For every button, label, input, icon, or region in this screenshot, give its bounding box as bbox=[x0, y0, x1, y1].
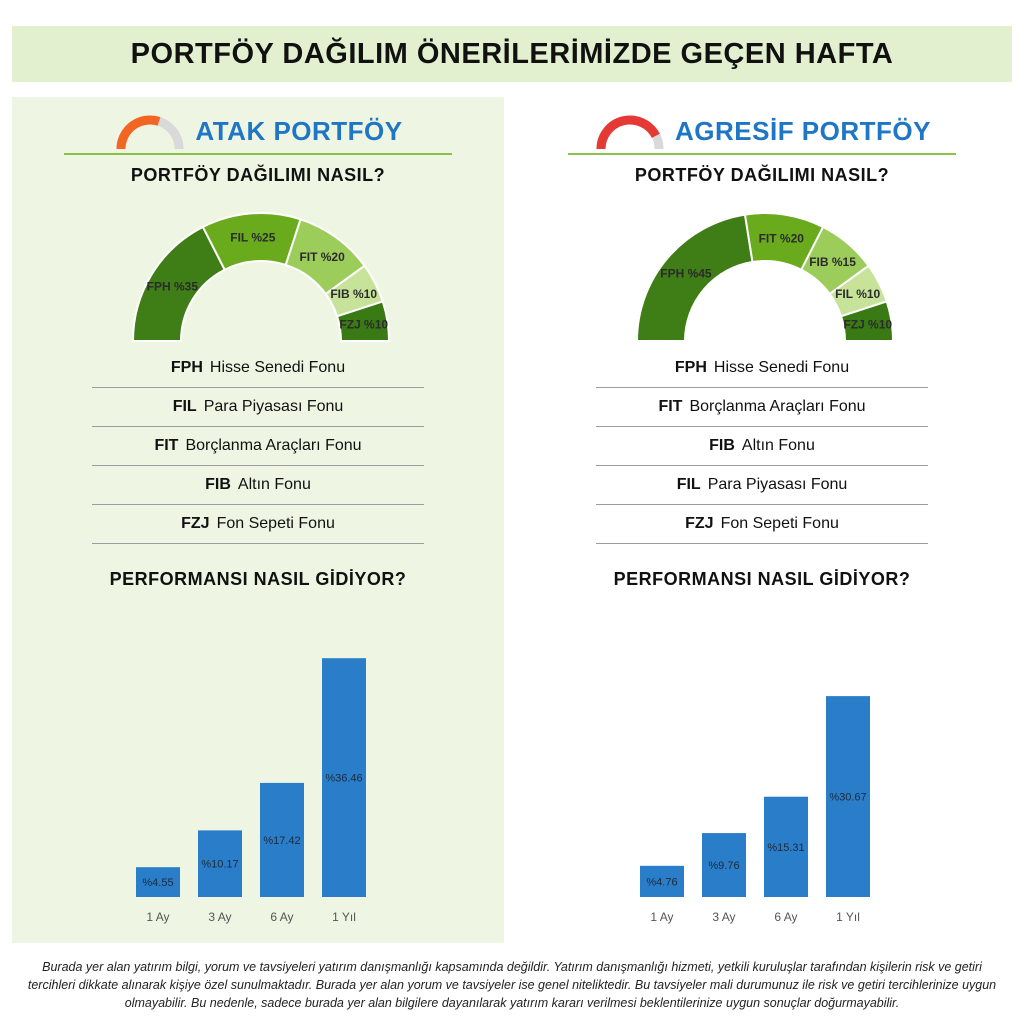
bar-value-label: %10.17 bbox=[201, 859, 238, 871]
fund-code: FPH bbox=[674, 359, 707, 376]
allocation-half-donut-chart: FPH %45 FIT %20 FIB %15 FIL %10 FZJ %10 bbox=[635, 212, 895, 342]
bar bbox=[198, 830, 242, 897]
donut-slice bbox=[335, 300, 391, 342]
x-tick-label: 3 Ay bbox=[712, 910, 735, 924]
legend-row: FIL Para Piyasası Fonu bbox=[596, 466, 928, 505]
fund-name: Hisse Senedi Fonu bbox=[713, 359, 850, 376]
slice-label: FIB %15 bbox=[809, 255, 856, 269]
portfolio-name: ATAK PORTFÖY bbox=[195, 115, 403, 146]
fund-code: FIT bbox=[658, 398, 683, 415]
slice-label: FZJ %10 bbox=[843, 318, 892, 332]
gauge-icon bbox=[116, 115, 184, 150]
legend-row: FZJ Fon Sepeti Fonu bbox=[92, 505, 424, 544]
x-tick-label: 6 Ay bbox=[774, 910, 797, 924]
bar-value-label: %17.42 bbox=[263, 835, 300, 847]
donut-slice bbox=[839, 300, 895, 342]
legend-row: FIB Altın Fonu bbox=[596, 427, 928, 466]
legend-row: FIL Para Piyasası Fonu bbox=[92, 388, 424, 427]
fund-code: FZJ bbox=[181, 515, 210, 532]
bar bbox=[826, 696, 870, 897]
bar-value-label: %4.76 bbox=[646, 876, 677, 888]
fund-legend: FPH Hisse Senedi Fonu FIT Borçlanma Araçla… bbox=[596, 349, 928, 544]
bar bbox=[702, 833, 746, 897]
fund-code: FIL bbox=[676, 476, 701, 493]
performance-title: PERFORMANSI NASIL GİDİYOR? bbox=[613, 569, 911, 589]
x-tick-label: 1 Ay bbox=[146, 910, 169, 924]
gauge-icon bbox=[596, 115, 664, 150]
allocation-half-donut-chart: FPH %35 FIL %25 FIT %20 FIB %10 FZJ %10 bbox=[131, 212, 391, 342]
fund-code: FPH bbox=[170, 359, 203, 376]
fund-code: FZJ bbox=[685, 515, 714, 532]
bar-value-label: %9.76 bbox=[708, 860, 739, 872]
fund-name: Fon Sepeti Fonu bbox=[720, 515, 839, 532]
slice-label: FIT %20 bbox=[759, 231, 805, 245]
fund-name: Borçlanma Araçları Fonu bbox=[185, 437, 362, 454]
fund-code: FIT bbox=[154, 437, 179, 454]
fund-name: Fon Sepeti Fonu bbox=[216, 515, 335, 532]
fund-name: Para Piyasası Fonu bbox=[203, 398, 344, 415]
slice-label: FPH %45 bbox=[660, 266, 712, 280]
bar-value-label: %36.46 bbox=[325, 773, 362, 785]
x-tick-label: 1 Ay bbox=[650, 910, 673, 924]
legal-disclaimer: Burada yer alan yatırım bilgi, yorum ve … bbox=[27, 960, 997, 1010]
legend-row: FPH Hisse Senedi Fonu bbox=[92, 349, 424, 388]
agresif-portfolio-panel: AGRESİF PORTFÖY PORTFÖY DAĞILIMI NASIL? … bbox=[516, 97, 1008, 943]
fund-code: FIL bbox=[172, 398, 197, 415]
bar bbox=[136, 867, 180, 897]
page-title: PORTFÖY DAĞILIM ÖNERİLERİMİZDE GEÇEN HAF… bbox=[130, 37, 894, 70]
bar bbox=[322, 658, 366, 897]
fund-name: Hisse Senedi Fonu bbox=[209, 359, 346, 376]
portfolio-header: ATAK PORTFÖY bbox=[64, 109, 452, 155]
fund-code: FIB bbox=[205, 476, 231, 493]
legend-row: FIT Borçlanma Araçları Fonu bbox=[92, 427, 424, 466]
legend-row: FPH Hisse Senedi Fonu bbox=[596, 349, 928, 388]
slice-label: FZJ %10 bbox=[339, 318, 388, 332]
bar-value-label: %15.31 bbox=[767, 842, 804, 854]
fund-name: Borçlanma Araçları Fonu bbox=[689, 398, 866, 415]
allocation-title: PORTFÖY DAĞILIMI NASIL? bbox=[130, 165, 386, 185]
x-tick-label: 3 Ay bbox=[208, 910, 231, 924]
portfolio-name: AGRESİF PORTFÖY bbox=[675, 115, 931, 146]
x-tick-label: 1 Yıl bbox=[332, 910, 356, 924]
bar-value-label: %30.67 bbox=[829, 792, 866, 804]
portfolio-header: AGRESİF PORTFÖY bbox=[568, 109, 956, 155]
slice-label: FIL %25 bbox=[230, 230, 275, 244]
atak-portfolio-panel: ATAK PORTFÖY PORTFÖY DAĞILIMI NASIL? FPH… bbox=[12, 97, 504, 943]
bar-value-label: %4.55 bbox=[142, 877, 173, 889]
allocation-title: PORTFÖY DAĞILIMI NASIL? bbox=[634, 165, 890, 185]
performance-bar-chart: %4.76 1 Ay %9.76 3 Ay %15.31 6 Ay %30.67 1 Yıl bbox=[640, 696, 870, 924]
gauge-fill bbox=[596, 115, 660, 150]
fund-code: FIB bbox=[709, 437, 735, 454]
legend-row: FZJ Fon Sepeti Fonu bbox=[596, 505, 928, 544]
x-tick-label: 6 Ay bbox=[270, 910, 293, 924]
bar bbox=[764, 796, 808, 897]
slice-label: FIT %20 bbox=[299, 250, 345, 264]
title-banner: PORTFÖY DAĞILIM ÖNERİLERİMİZDE GEÇEN HAF… bbox=[12, 26, 1012, 82]
fund-name: Altın Fonu bbox=[741, 437, 815, 454]
x-tick-label: 1 Yıl bbox=[836, 910, 860, 924]
gauge-fill bbox=[116, 115, 161, 150]
fund-name: Altın Fonu bbox=[237, 476, 311, 493]
fund-name: Para Piyasası Fonu bbox=[707, 476, 848, 493]
performance-title: PERFORMANSI NASIL GİDİYOR? bbox=[109, 569, 407, 589]
slice-label: FPH %35 bbox=[147, 280, 199, 294]
legend-row: FIT Borçlanma Araçları Fonu bbox=[596, 388, 928, 427]
bar bbox=[640, 865, 684, 897]
slice-label: FIL %10 bbox=[835, 287, 880, 301]
slice-label: FIB %10 bbox=[330, 287, 377, 301]
legend-row: FIB Altın Fonu bbox=[92, 466, 424, 505]
bar bbox=[260, 782, 304, 897]
performance-bar-chart: %4.55 1 Ay %10.17 3 Ay %17.42 6 Ay %36.46 1 Yıl bbox=[136, 658, 366, 924]
fund-legend: FPH Hisse Senedi Fonu FIL Para Piyasası Fo… bbox=[92, 349, 424, 544]
